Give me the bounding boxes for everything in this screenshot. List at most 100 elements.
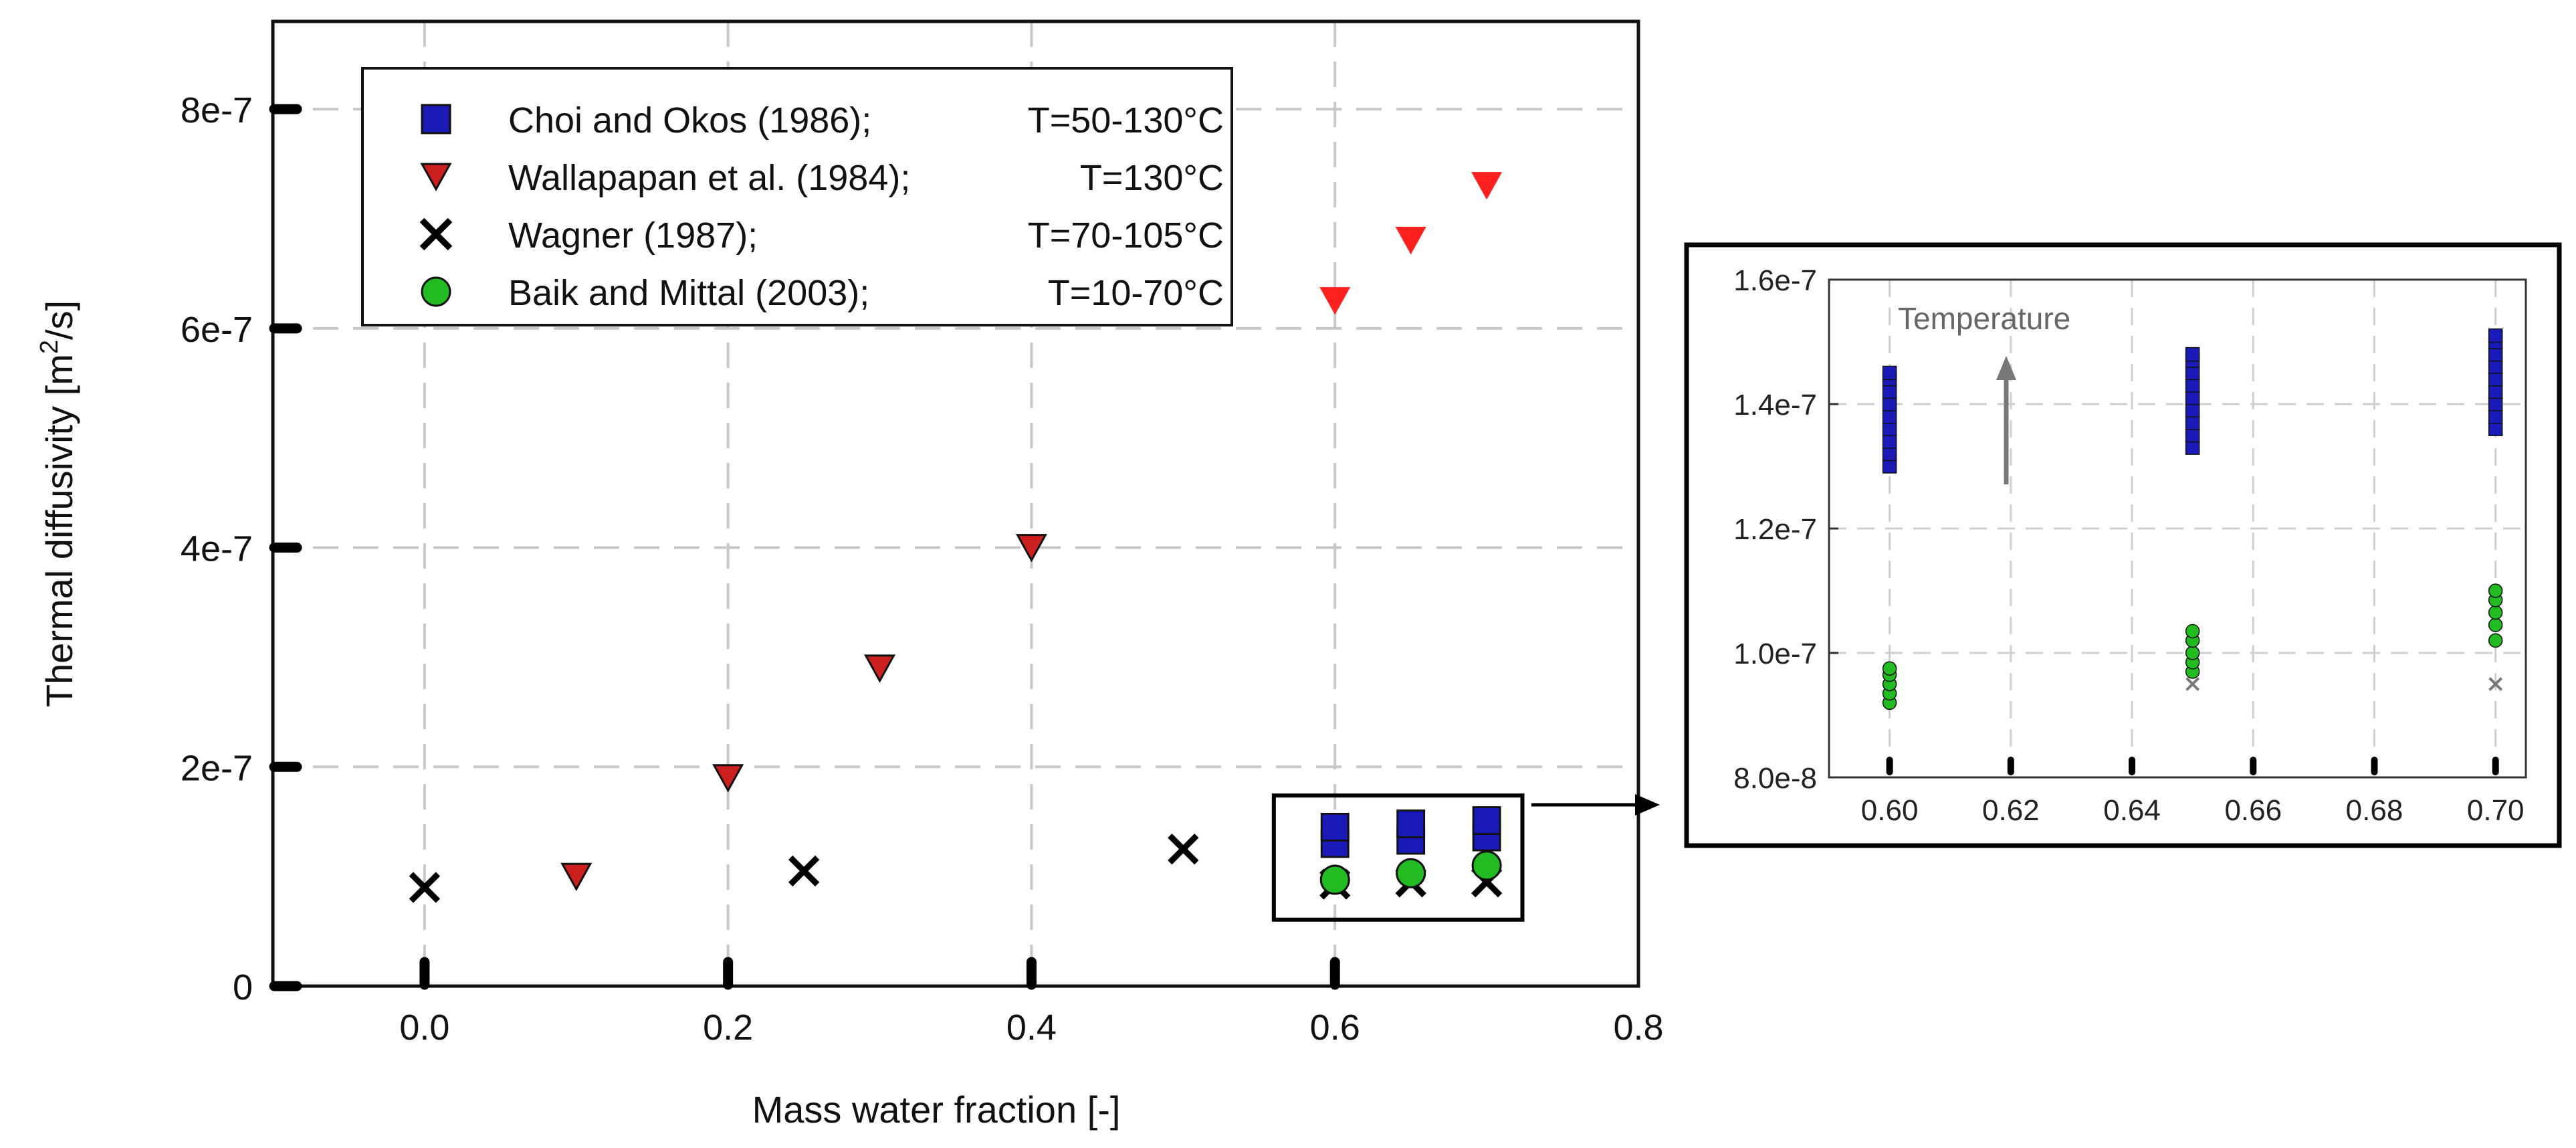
y-axis-label-superscript: 2 xyxy=(35,340,64,354)
legend-condition: T=10-70°C xyxy=(1048,273,1224,313)
legend-label: Baik and Mittal (2003); xyxy=(508,273,869,313)
inset-y-tick-label: 1.0e-7 xyxy=(1733,638,1817,670)
legend-marker-square-shape xyxy=(421,104,451,134)
inset-point-circle-shape xyxy=(2185,646,2200,660)
x-tick-label: 0.2 xyxy=(703,1008,753,1048)
y-axis-label: Thermal diffusivity [m2/s] xyxy=(35,300,80,707)
legend-marker-circle xyxy=(421,276,451,307)
y-axis-label-main: Thermal diffusivity [m xyxy=(38,354,80,707)
inset-point-square xyxy=(2185,378,2200,393)
inset-y-ticks: 8.0e-8 1.0e-7 1.2e-7 1.4e-7 1.6e-7 xyxy=(1733,264,1838,795)
inset-point-square-shape xyxy=(2488,372,2503,387)
inset-point-square xyxy=(2488,397,2503,411)
data-point-triangle-down xyxy=(1015,534,1047,563)
inset-x-tick-label: 0.70 xyxy=(2467,794,2525,827)
inset-point-square-shape xyxy=(2488,384,2503,399)
data-point-cross-stroke-b xyxy=(409,872,441,903)
inset-point-square-shape xyxy=(1882,384,1897,399)
inset-border xyxy=(1684,242,2562,848)
legend-condition: T=130°C xyxy=(1080,158,1224,198)
data-point-square xyxy=(1320,812,1350,842)
legend-condition: T=50-130°C xyxy=(1028,100,1224,140)
inset-point-circle-shape xyxy=(2488,617,2503,632)
inset-point-square xyxy=(2488,409,2503,424)
data-point-square xyxy=(1472,806,1501,835)
inset-x-ticks: 0.60 0.62 0.64 0.66 0.68 0.70 xyxy=(1861,757,2525,827)
inset-point-square xyxy=(1882,421,1897,436)
inset-point-square-shape xyxy=(1882,409,1897,424)
legend: Choi and Okos (1986); T=50-130°C Wallapapa… xyxy=(361,67,1233,326)
temperature-arrow xyxy=(1996,356,2016,484)
data-point-cross-stroke-b xyxy=(1168,834,1199,865)
inset-point-cross-stroke-b xyxy=(2185,677,2200,691)
main-data-marks xyxy=(409,172,1503,903)
data-point-triangle-down-plain xyxy=(1471,172,1503,200)
inset-point-square xyxy=(1882,446,1897,462)
inset-point-circle xyxy=(1882,661,1897,676)
inset-point-square xyxy=(1882,384,1897,399)
inset-point-square xyxy=(1882,409,1897,424)
legend-marker-triangle-down-shape xyxy=(420,163,452,191)
inset-point-square xyxy=(2488,359,2503,374)
inset-grid xyxy=(1829,280,2526,777)
inset-point-square-shape xyxy=(1882,397,1897,411)
data-point-triangle-down-plain xyxy=(1395,227,1426,255)
inset-point-square xyxy=(2185,390,2200,405)
inset-point-square xyxy=(2488,384,2503,399)
inset-panel: 8.0e-81.0e-71.2e-71.4e-71.6e-7 0.60 0.62 0… xyxy=(1684,242,2562,848)
zoom-region-box xyxy=(1271,793,1525,922)
legend-marker-cross xyxy=(419,217,453,251)
data-point-triangle-down-plain-shape xyxy=(1319,287,1351,315)
inset-point-square xyxy=(2488,421,2503,436)
inset-point-square xyxy=(2185,440,2200,455)
y-tick-label: 4e-7 xyxy=(181,529,253,569)
x-tick-label: 0.8 xyxy=(1613,1008,1663,1048)
inset-point-circle-shape xyxy=(2185,624,2200,639)
inset-point-circle-shape xyxy=(2488,605,2503,620)
data-point-cross-stroke-b xyxy=(788,855,820,887)
inset-point-square-shape xyxy=(2185,427,2200,443)
data-point-triangle-down xyxy=(560,862,593,892)
zoom-connector-arrow xyxy=(1531,794,1660,816)
inset-point-square-shape xyxy=(2185,403,2200,418)
legend-condition: T=70-105°C xyxy=(1028,215,1224,256)
inset-point-square-shape xyxy=(1882,459,1897,474)
x-tick-label: 0.6 xyxy=(1310,1008,1360,1048)
inset-point-square-shape xyxy=(2488,328,2503,343)
x-axis-label: Mass water fraction [-] xyxy=(752,1088,1121,1131)
data-point-triangle-down xyxy=(864,654,896,683)
legend-items: Choi and Okos (1986); T=50-130°C Wallapapa… xyxy=(419,100,1224,313)
data-point-triangle-down-shape xyxy=(560,862,593,892)
inset-data-marks xyxy=(1882,328,2503,710)
main-y-ticks: 0 2e-7 4e-7 6e-7 8e-7 xyxy=(181,90,302,1008)
y-tick-label: 8e-7 xyxy=(181,90,253,130)
inset-point-square-shape xyxy=(2488,359,2503,374)
inset-point-square-shape xyxy=(1882,365,1897,381)
inset-x-tick-label: 0.62 xyxy=(1982,794,2040,827)
x-tick-label: 0.4 xyxy=(1006,1008,1057,1048)
inset-point-circle xyxy=(2488,617,2503,632)
data-point-cross xyxy=(1168,834,1199,865)
legend-marker-triangle-down xyxy=(420,163,452,191)
inset-y-tick-label: 8.0e-8 xyxy=(1733,762,1817,795)
inset-point-cross xyxy=(2185,677,2200,691)
inset-point-square xyxy=(2185,347,2200,362)
data-point-triangle-down-plain-shape xyxy=(1395,227,1426,255)
x-tick-label: 0.0 xyxy=(399,1008,449,1048)
inset-point-cross-stroke-b xyxy=(2488,677,2503,691)
inset-point-square-shape xyxy=(2185,365,2200,381)
y-axis-label-tail: /s] xyxy=(38,300,80,340)
inset-point-square-shape xyxy=(2185,347,2200,362)
inset-point-square xyxy=(2185,403,2200,418)
inset-point-square xyxy=(2185,427,2200,443)
inset-point-square xyxy=(1882,365,1897,381)
main-plot: 0 2e-7 4e-7 6e-7 8e-7 0.0 0.2 0.4 0.6 0.8 Mass w… xyxy=(35,19,1664,1131)
inset-point-square-shape xyxy=(2488,409,2503,424)
inset-x-tick-label: 0.60 xyxy=(1861,794,1919,827)
inset-point-square-shape xyxy=(2185,415,2200,430)
inset-point-square xyxy=(2488,372,2503,387)
inset-point-square xyxy=(2185,415,2200,430)
legend-label: Wallapapan et al. (1984); xyxy=(508,158,910,198)
